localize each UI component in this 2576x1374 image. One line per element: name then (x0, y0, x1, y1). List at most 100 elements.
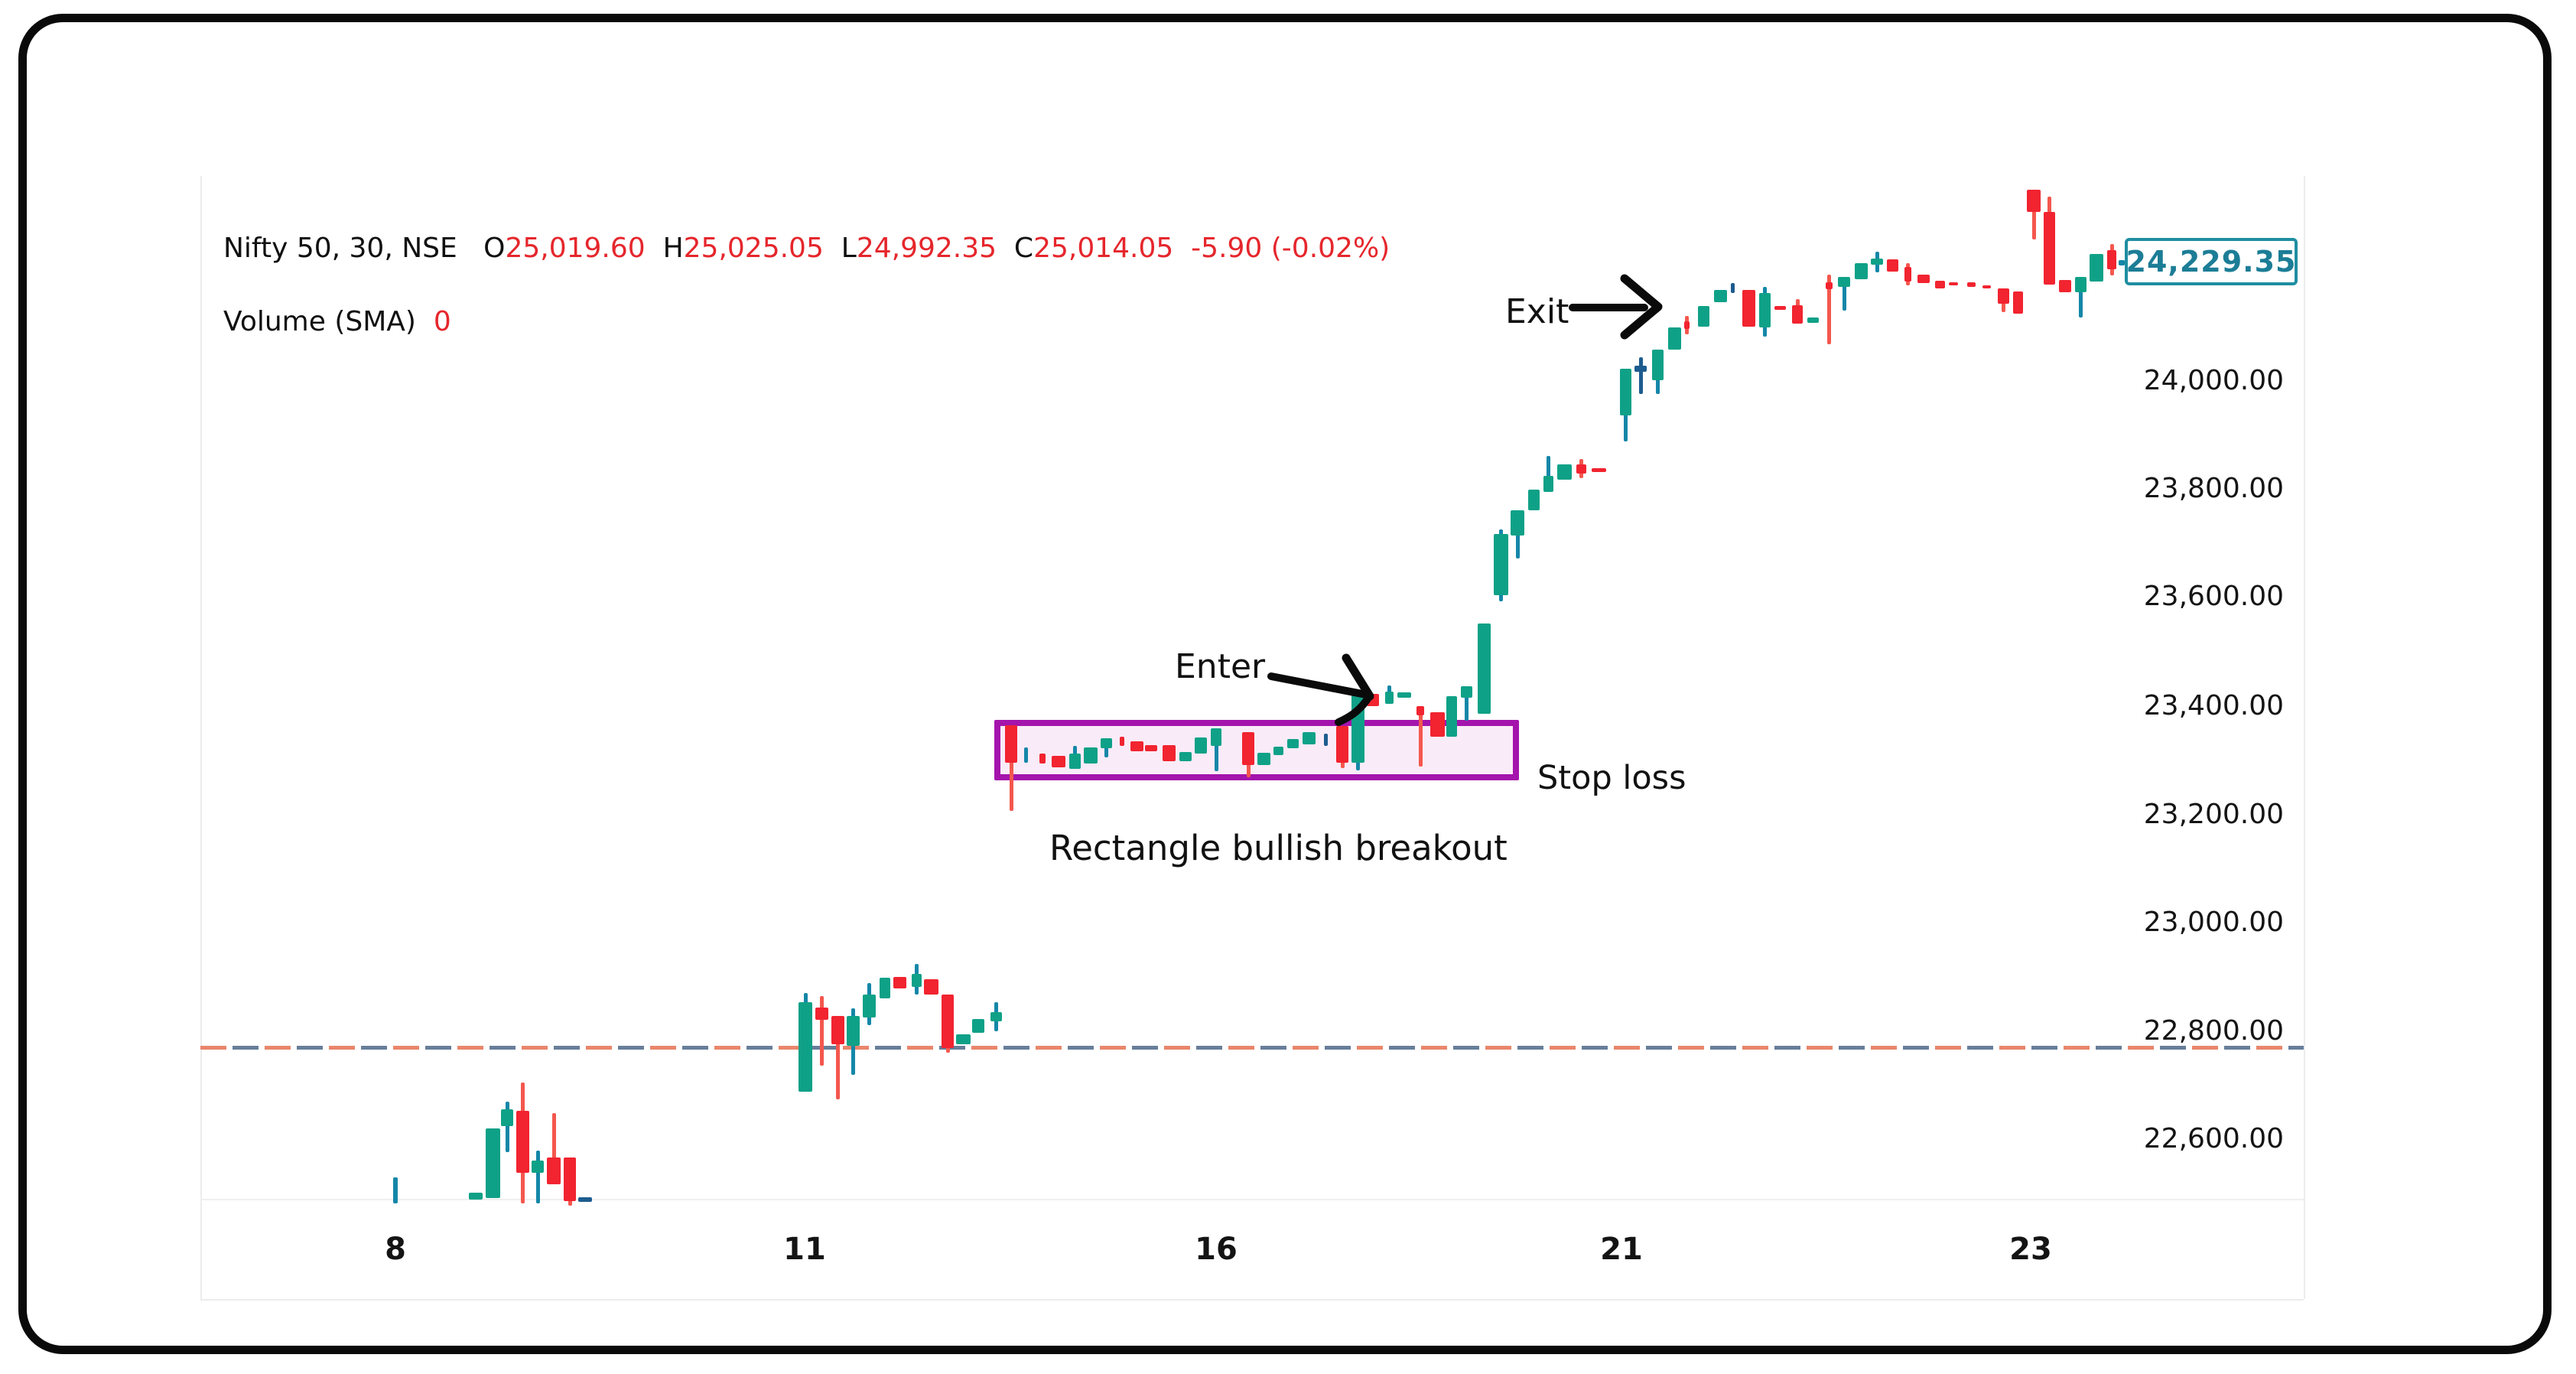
candlestick (1257, 753, 1270, 765)
candlestick (1416, 706, 1424, 715)
candlestick (1758, 293, 1771, 327)
candlestick (578, 1197, 592, 1202)
candlestick (1556, 464, 1572, 480)
candlestick (990, 1012, 1002, 1021)
symbol-ohlc-readout: Nifty 50, 30, NSE O25,019.60 H25,025.05 … (223, 226, 1390, 271)
candlestick (1242, 732, 1254, 765)
candlestick (1634, 366, 1647, 372)
candlestick (911, 974, 922, 987)
y-axis-label: 22,800.00 (2143, 1015, 2284, 1047)
candlestick (1792, 305, 1803, 324)
candlestick (1273, 747, 1283, 755)
candlestick (1683, 321, 1690, 329)
candlestick (1904, 267, 1911, 282)
candlestick (547, 1157, 561, 1184)
candlestick (1336, 726, 1348, 763)
candlestick (880, 978, 890, 998)
candlestick (469, 1193, 483, 1200)
candlestick (1162, 745, 1176, 761)
legend-part: C (1013, 233, 1034, 264)
candlestick (2107, 250, 2116, 269)
candlestick (1982, 285, 1991, 288)
candlestick (1384, 692, 1394, 704)
legend-part (646, 233, 663, 264)
candle-wick (836, 1016, 840, 1099)
candle-wick (1010, 725, 1013, 811)
candlestick (1511, 510, 1524, 536)
candle-wick (536, 1151, 540, 1203)
volume-readout: Volume (SMA) 0 (223, 300, 1390, 344)
candlestick (393, 1177, 398, 1203)
candlestick (516, 1111, 529, 1173)
plot-left-border (200, 176, 202, 1299)
x-axis-label: 23 (2009, 1232, 2052, 1267)
y-axis-label: 23,400.00 (2143, 690, 2284, 721)
legend-part: L (841, 233, 857, 264)
candlestick (1039, 754, 1046, 764)
candlestick (1005, 725, 1017, 763)
candlestick (1854, 263, 1868, 279)
candlestick (831, 1016, 844, 1044)
candlestick (1397, 692, 1411, 698)
candlestick (532, 1161, 544, 1173)
legend: Nifty 50, 30, NSE O25,019.60 H25,025.05 … (223, 197, 1390, 373)
price-axis[interactable] (2304, 176, 2576, 1299)
candlestick (1966, 282, 1976, 287)
x-axis-label: 8 (385, 1232, 406, 1267)
candlestick (1651, 350, 1664, 380)
candlestick (1997, 288, 2009, 304)
candle-wick (1843, 277, 1846, 311)
candle-wick (552, 1113, 556, 1184)
candlestick (1068, 754, 1081, 769)
candlestick (893, 977, 906, 988)
candlestick (2027, 190, 2041, 212)
pane-separator-line (200, 1199, 2304, 1200)
candlestick (2119, 260, 2125, 265)
candlestick (1576, 464, 1586, 474)
x-axis-label: 11 (783, 1232, 826, 1267)
exit-label: Exit (1505, 292, 1569, 331)
candlestick (1730, 283, 1735, 293)
candlestick (2074, 277, 2086, 292)
rectangle-pattern-annotation[interactable] (994, 720, 1519, 780)
candle-wick (1419, 706, 1423, 767)
candlestick (1351, 691, 1364, 763)
candlestick (1084, 747, 1098, 764)
x-axis-label: 21 (1600, 1232, 1643, 1267)
candlestick (1286, 739, 1299, 748)
candlestick (1302, 732, 1316, 744)
candlestick (955, 1034, 971, 1044)
candlestick (1825, 282, 1833, 289)
previous-close-line (200, 1046, 2304, 1050)
legend-part: Volume (SMA) (223, 306, 416, 337)
legend-part: H (662, 233, 684, 264)
candlestick (1543, 476, 1553, 492)
candlestick (2059, 280, 2071, 292)
legend-part (1173, 233, 1191, 264)
candle-wick (1639, 357, 1643, 394)
y-axis-label: 22,600.00 (2143, 1123, 2284, 1154)
candlestick (1949, 282, 1958, 285)
y-axis-label: 23,000.00 (2143, 907, 2284, 938)
legend-part (457, 233, 483, 264)
last-price-badge: 24,229.35 (2125, 238, 2298, 285)
legend-part: 0 (433, 306, 451, 337)
candlestick (1460, 686, 1472, 698)
candle-wick (1827, 275, 1831, 344)
candlestick (485, 1128, 500, 1198)
candle-wick (2079, 277, 2083, 317)
candle-wick (1465, 686, 1469, 721)
legend-part: O (483, 233, 506, 264)
candle-wick (2032, 190, 2036, 239)
candlestick (501, 1109, 513, 1126)
candlestick (1527, 490, 1540, 510)
candle-wick (1215, 728, 1218, 771)
legend-part: Nifty 50, 30, NSE (223, 233, 457, 264)
candle-wick (820, 996, 824, 1066)
y-axis-label: 23,200.00 (2143, 799, 2284, 830)
x-axis-label: 16 (1195, 1232, 1238, 1267)
candlestick (815, 1008, 828, 1020)
candlestick (1713, 290, 1727, 302)
time-axis-border (200, 1299, 2304, 1301)
y-axis-label: 23,600.00 (2143, 581, 2284, 612)
